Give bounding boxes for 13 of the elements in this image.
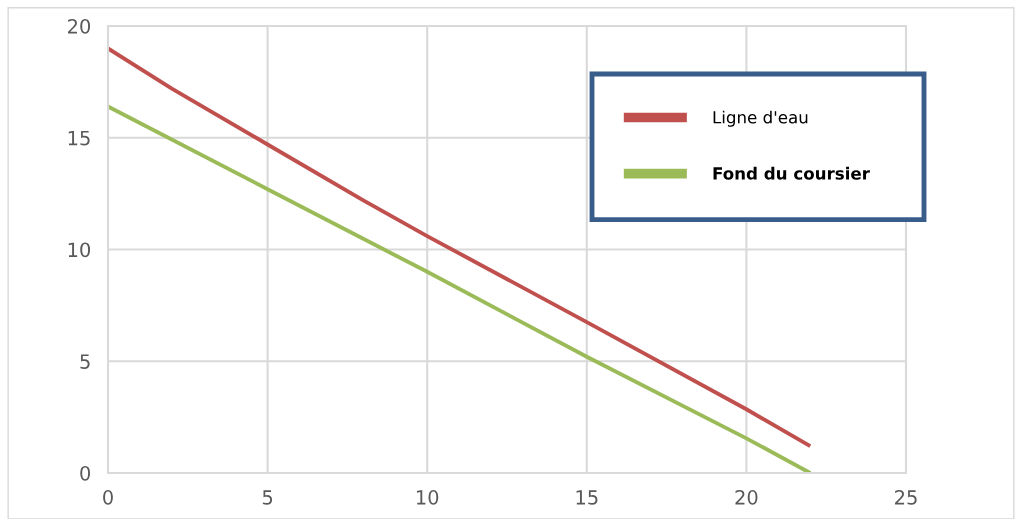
- y-tick-label: 5: [80, 354, 90, 369]
- legend-label: Fond du coursier: [713, 166, 870, 180]
- x-tick-label: 20: [735, 490, 758, 505]
- x-tick-label: 25: [895, 490, 917, 505]
- x-tick-label: 15: [576, 490, 598, 505]
- x-tick-label: 5: [262, 490, 273, 505]
- y-tick-label: 20: [68, 18, 91, 34]
- y-tick-label: 15: [68, 130, 90, 146]
- y-tick-label: 0: [80, 465, 91, 481]
- x-tick-label: 10: [416, 490, 439, 505]
- y-tick-label: 10: [68, 242, 91, 258]
- x-tick-label: 0: [103, 490, 113, 505]
- legend-label: Ligne d'eau: [713, 110, 808, 127]
